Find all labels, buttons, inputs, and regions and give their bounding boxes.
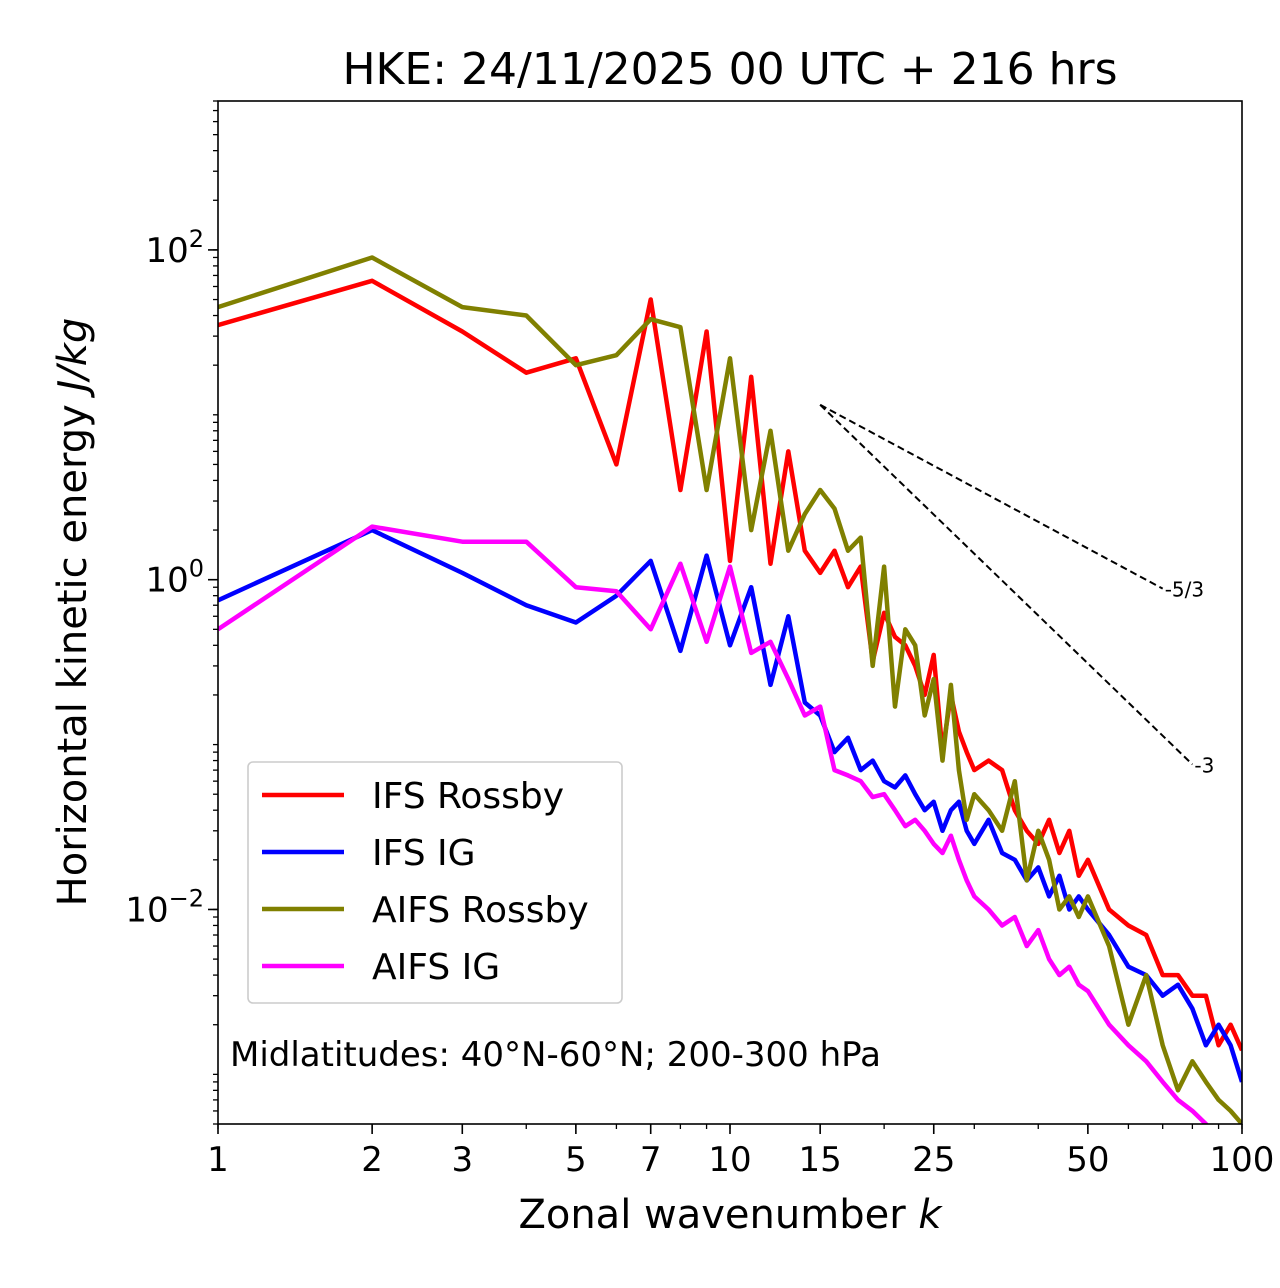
y-axis-label-unit: J/kg <box>50 318 96 399</box>
legend-label: IFS IG <box>372 833 476 874</box>
reference-slope-line <box>819 403 1164 590</box>
reference-slope-label: -3 <box>1194 753 1214 777</box>
x-tick-label: 3 <box>451 1140 473 1180</box>
series-layer <box>218 255 1242 1124</box>
x-axis-label-text: Zonal wavenumber <box>518 1192 906 1238</box>
reference-slope-line <box>819 404 1194 766</box>
reference-slope-label: -5/3 <box>1165 578 1204 602</box>
y-axis-label: Horizontal kinetic energy J/kg <box>50 318 96 907</box>
legend-entries: IFS Rossby IFS IG AIFS Rossby AIFS IG <box>262 776 589 988</box>
x-tick-label: 100 <box>1210 1140 1275 1180</box>
legend-label: AIFS Rossby <box>372 890 589 931</box>
x-tick-label: 15 <box>799 1140 842 1180</box>
x-axis-ticks: 1 2 3 5 7 10 15 25 50 100 <box>207 1124 1274 1180</box>
x-tick-label: 50 <box>1066 1140 1109 1180</box>
y-axis-label-text: Horizontal kinetic energy <box>50 404 96 906</box>
x-tick-label: 1 <box>207 1140 229 1180</box>
x-axis-label-var: k <box>918 1192 943 1238</box>
y-axis-ticks: 10−2 100 102 <box>125 100 218 1125</box>
x-tick-label: 5 <box>565 1140 587 1180</box>
region-annotation: Midlatitudes: 40°N-60°N; 200-300 hPa <box>230 1035 881 1075</box>
x-tick-label: 7 <box>640 1140 662 1180</box>
x-tick-label: 2 <box>361 1140 383 1180</box>
series-line-aifs-ig <box>218 524 1209 1124</box>
y-tick-label: 10−2 <box>125 884 204 930</box>
x-axis-label: Zonal wavenumber k <box>518 1192 943 1238</box>
x-tick-label: 25 <box>912 1140 955 1180</box>
legend-box <box>247 761 623 1004</box>
legend-label: AIFS IG <box>372 947 500 988</box>
legend: IFS Rossby IFS IG AIFS Rossby AIFS IG <box>247 761 623 1004</box>
series-line-aifs-rossby <box>218 255 1242 1124</box>
x-tick-label: 10 <box>708 1140 751 1180</box>
y-tick-label: 100 <box>145 555 204 601</box>
series-line-ifs-ig <box>218 527 1242 1083</box>
legend-label: IFS Rossby <box>372 776 564 817</box>
reference-slopes: -5/3 -3 <box>819 403 1214 777</box>
chart-title: HKE: 24/11/2025 00 UTC + 216 hrs <box>342 44 1117 95</box>
y-tick-label: 102 <box>145 225 204 271</box>
